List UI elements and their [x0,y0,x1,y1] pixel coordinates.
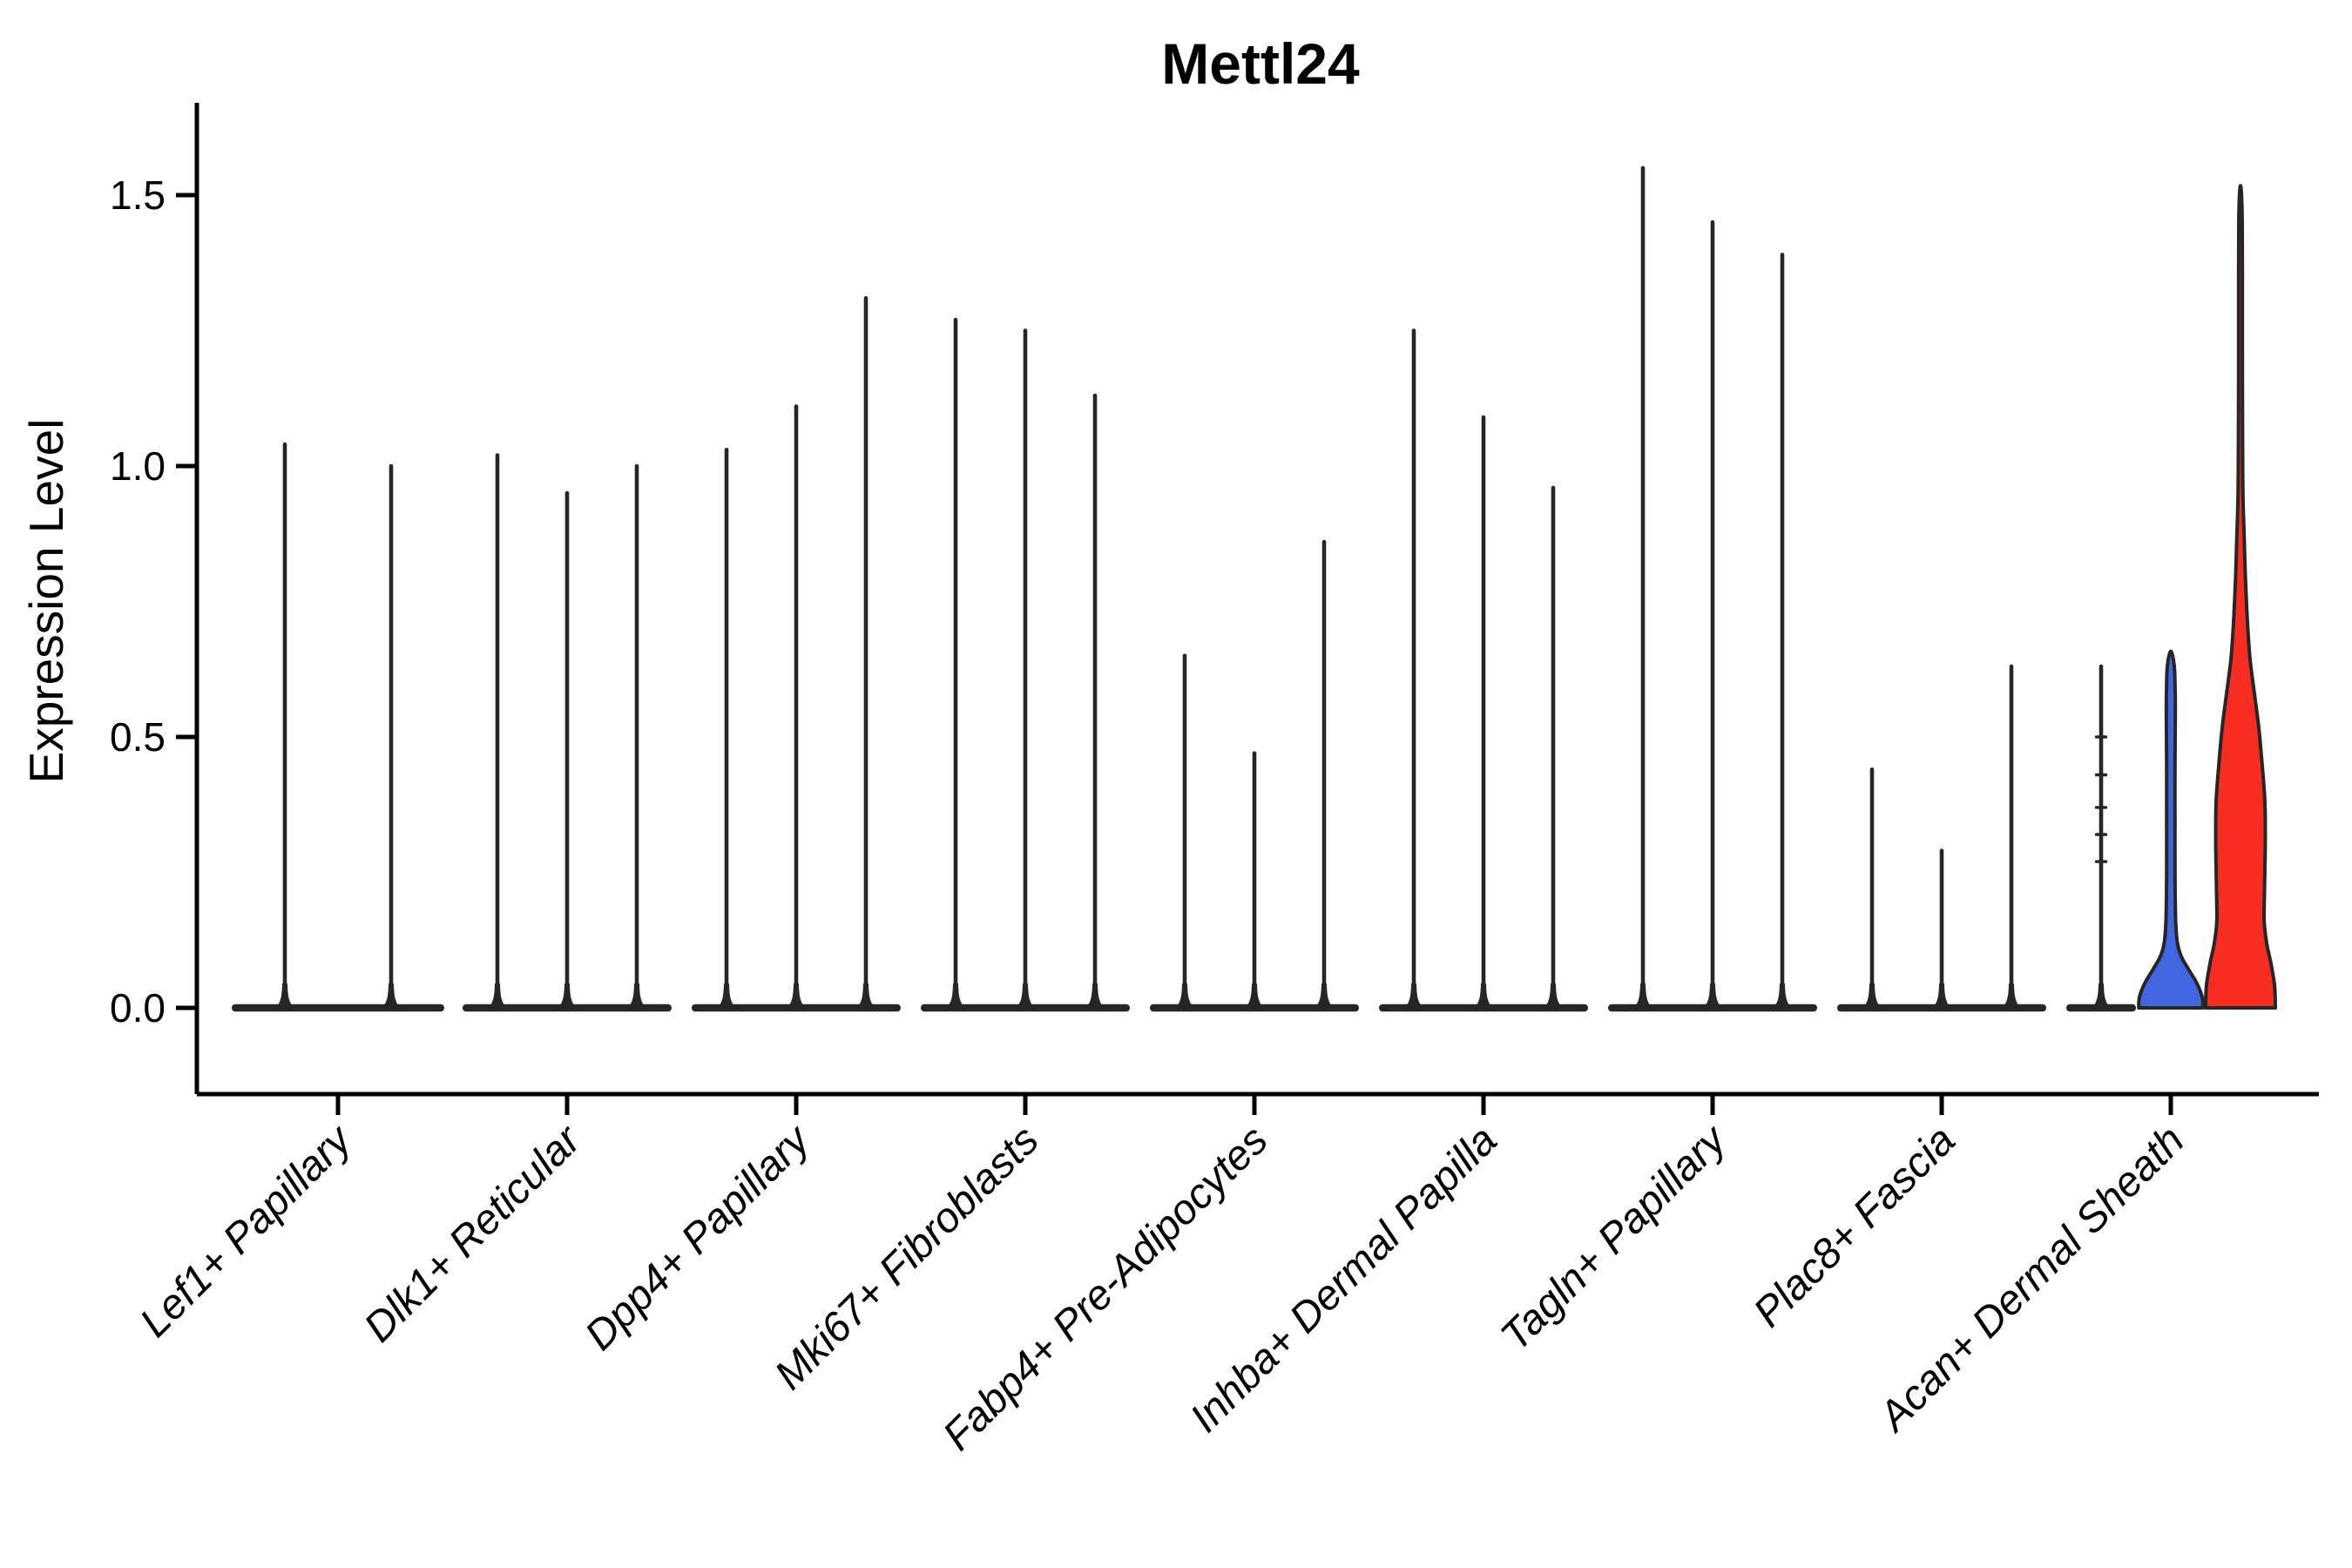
y-axis-label: Expression Level [19,419,73,784]
x-tick-label-2: Dpp4+ Papillary [577,1115,821,1359]
violin-base-band-lef1-papillary [232,1004,444,1012]
violin-shape-acan-dermal-sheath-1 [2137,649,2205,1010]
x-tick-label-6: Tagln+ Papillary [1492,1115,1737,1360]
y-tick-label-3: 1.5 [110,172,166,218]
y-tick-label-2: 1.0 [110,443,166,489]
violin-shape-acan-dermal-sheath-2 [2204,184,2277,1010]
chart-title: Mettl24 [1161,31,1360,96]
x-tick-label-7: Plac8+ Fascia [1745,1117,1964,1336]
x-tick-label-1: Dlk1+ Reticular [355,1116,591,1351]
y-tick-label-1: 0.5 [110,714,166,760]
y-tick-label-0: 0.0 [110,985,166,1031]
x-tick-label-0: Lef1+ Papillary [132,1115,362,1346]
